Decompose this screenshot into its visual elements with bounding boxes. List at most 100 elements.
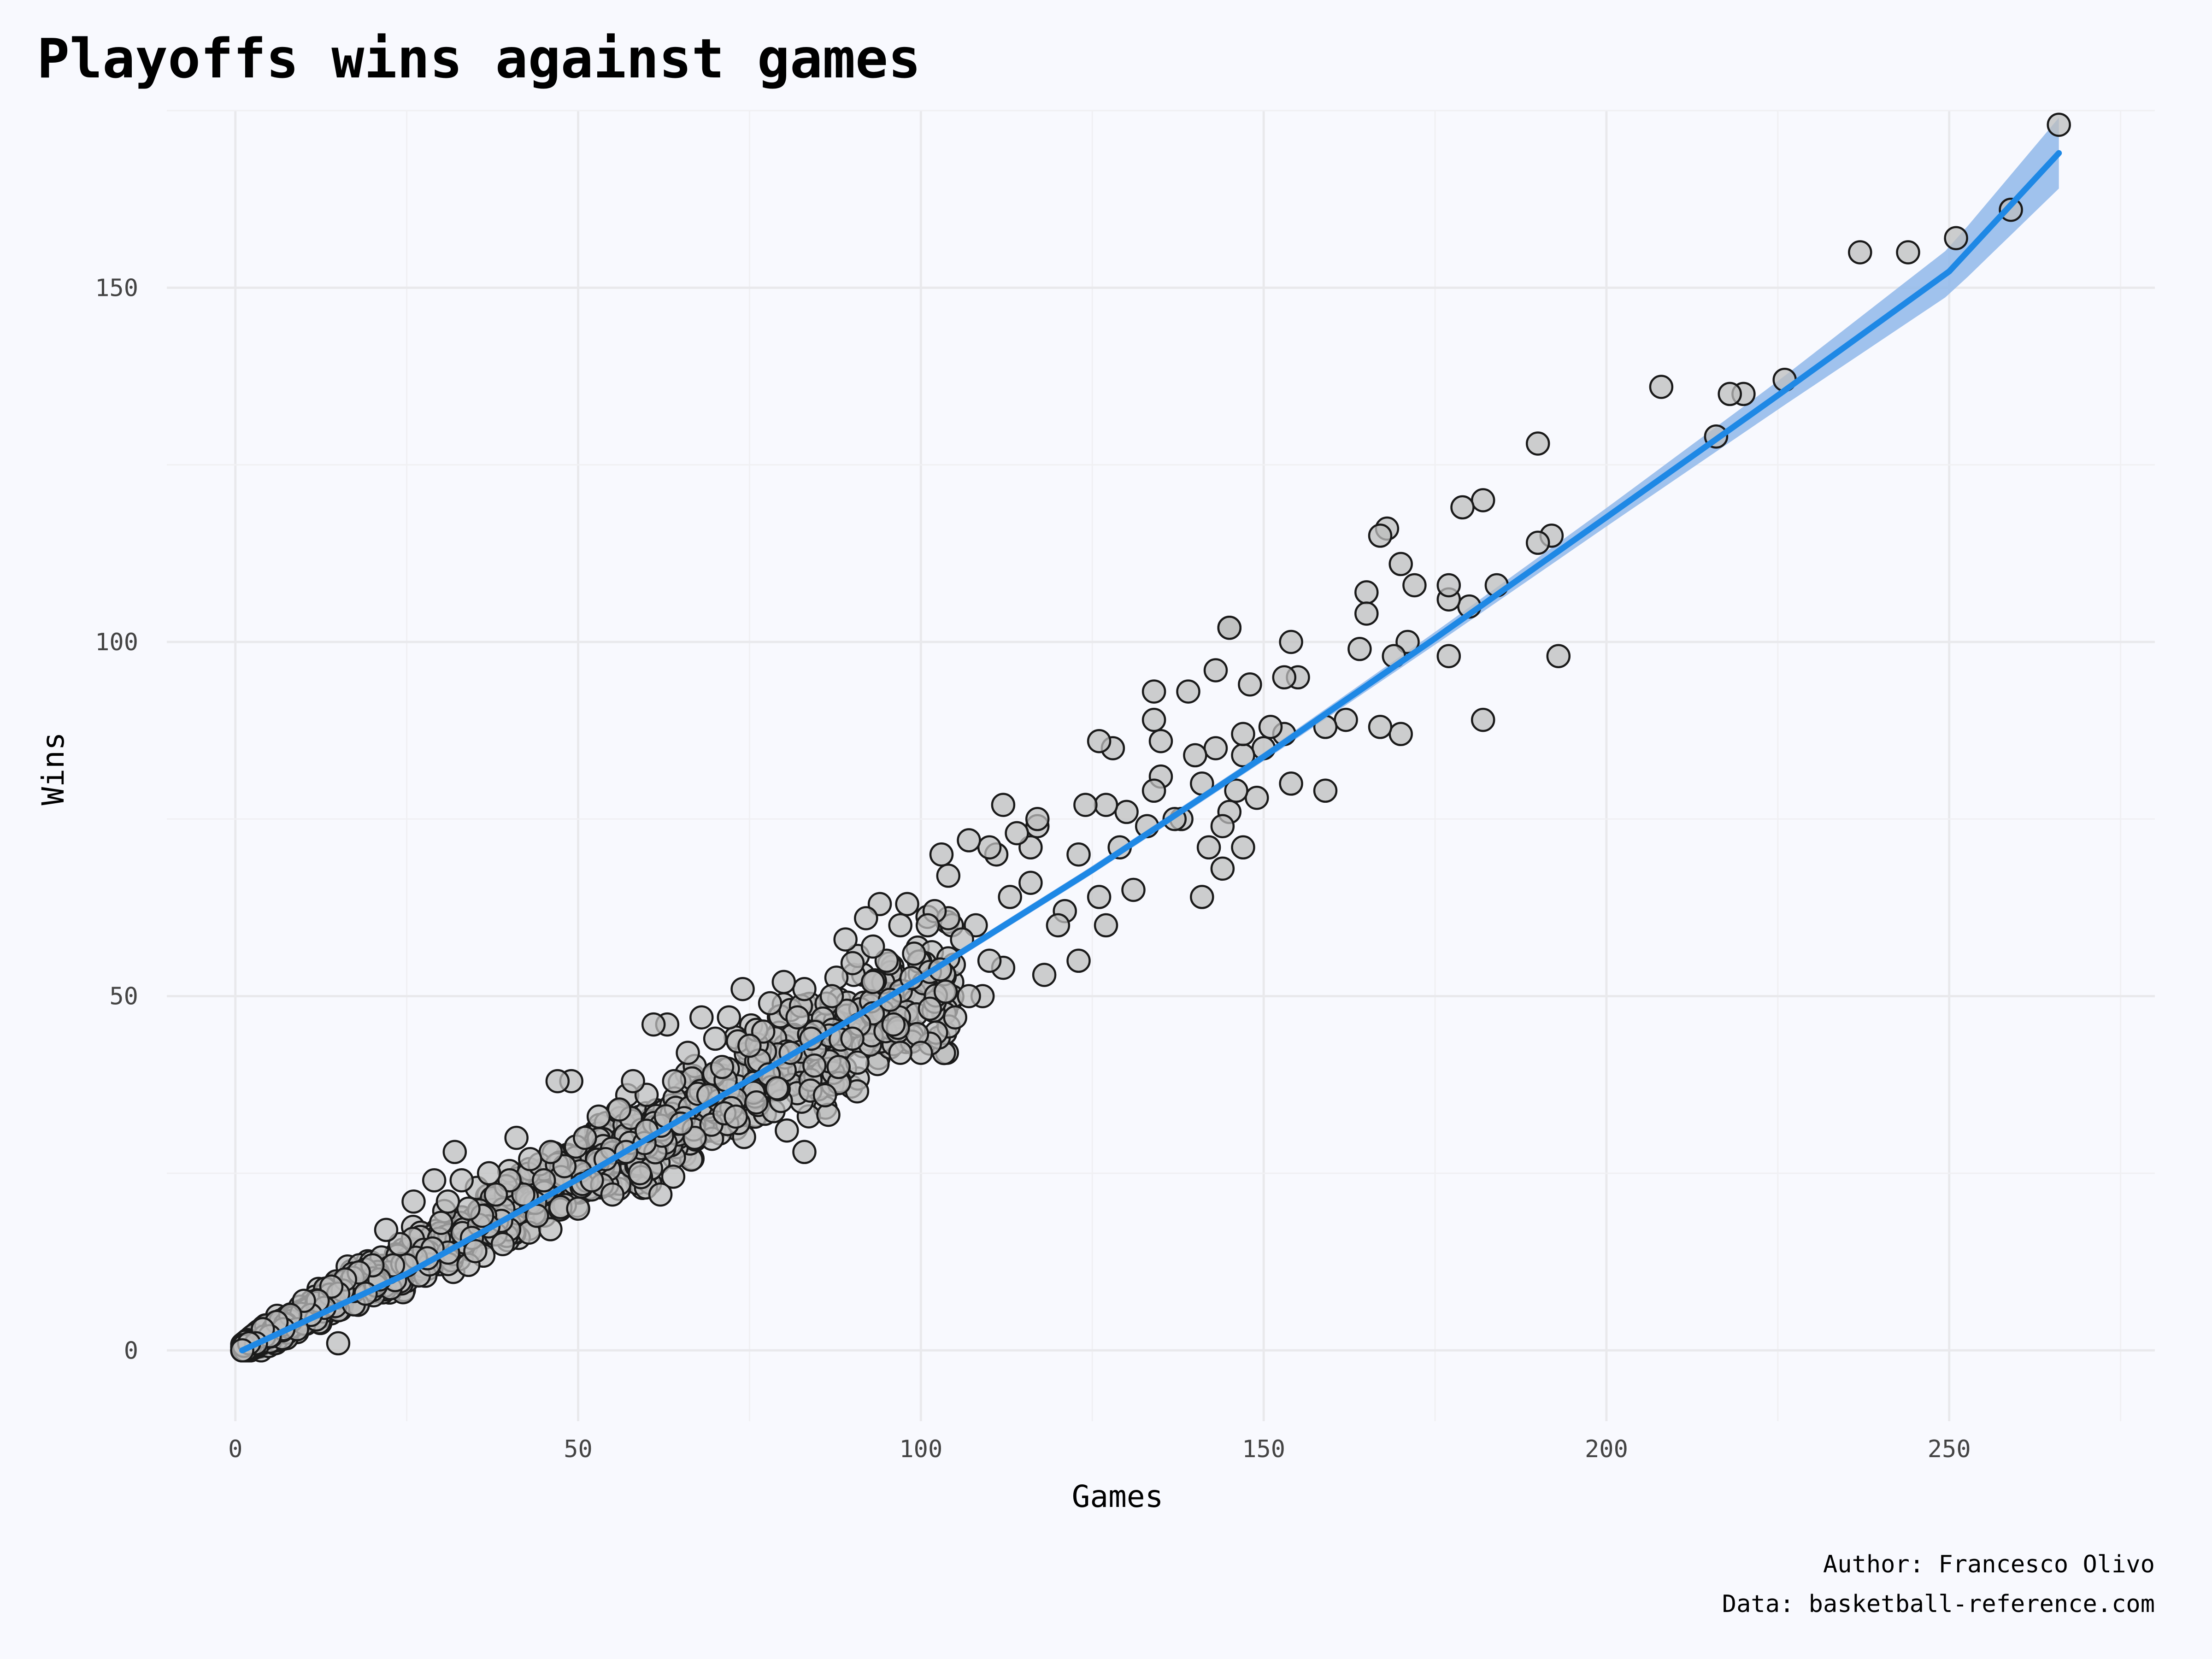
data-point [1190,885,1214,909]
data-point [1402,573,1427,598]
y-tick-label: 50 [109,983,138,1011]
data-point [1121,877,1146,902]
data-point [538,1140,563,1165]
data-point [442,1140,467,1165]
data-point [504,1125,529,1150]
x-axis-label: Games [1072,1479,1164,1514]
data-point [703,1026,728,1051]
data-point [422,1168,447,1193]
data-point [429,1211,453,1235]
data-point [1347,637,1372,661]
data-point [816,1102,841,1127]
data-point [860,970,885,994]
data-point [1066,842,1091,867]
data-point [724,1104,748,1129]
data-point [607,1097,632,1122]
data-point [812,1083,837,1108]
data-point [895,892,919,917]
data-point [1066,948,1091,973]
data-point [1718,382,1742,406]
data-point [933,979,958,1004]
data-point [1436,644,1461,668]
y-tick-label: 150 [95,274,138,302]
data-point [1018,871,1043,895]
y-tick-label: 100 [95,629,138,656]
data-point [1848,240,1872,265]
data-point [1094,913,1118,938]
data-point [586,1104,611,1129]
data-point [1471,707,1495,732]
data-point [840,951,865,976]
data-point [710,1055,735,1079]
data-point [1087,729,1112,753]
data-point [661,1165,686,1189]
data-point [802,1053,827,1078]
data-point [1073,793,1098,817]
data-point [998,885,1022,909]
data-point [1546,644,1571,668]
data-point [1279,629,1303,654]
data-point [957,828,981,853]
chart-title: Playoffs wins against games [37,27,921,90]
source-caption: Data: basketball-reference.com [1722,1590,2155,1618]
data-point [792,977,817,1001]
data-point [737,1033,762,1058]
data-point [621,1069,645,1094]
x-tick-label: 250 [1928,1435,1971,1463]
author-caption: Author: Francesco Olivo [1823,1551,2155,1578]
data-point [1141,707,1166,732]
data-point [1450,495,1475,520]
data-point [545,1069,570,1094]
data-point [600,1182,625,1207]
data-point [1649,375,1674,399]
data-point [915,913,940,938]
y-axis-ticks: 0 50 100 150 [95,274,138,1365]
data-point [449,1168,474,1193]
data-point [819,984,844,1008]
x-tick-label: 50 [564,1435,593,1463]
data-point [1141,679,1166,704]
x-axis-ticks: 0 50 100 150 200 250 [228,1435,1971,1463]
data-point [1245,785,1269,810]
data-point [902,941,926,966]
data-point [1436,573,1461,598]
data-point [785,1005,810,1030]
data-point [1279,771,1303,796]
data-point [771,970,796,994]
data-point [648,1182,673,1207]
data-point [1032,963,1057,987]
y-tick-label: 0 [124,1337,138,1365]
data-point [1354,580,1379,605]
data-point [1183,743,1207,768]
data-point [792,1140,817,1165]
data-point [1141,778,1166,803]
data-point [641,1012,666,1037]
data-point [1224,778,1248,803]
data-point [1388,552,1413,577]
data-point [1944,226,1968,250]
data-point [1525,431,1550,456]
data-point [1210,856,1235,881]
y-axis-label: Wins [35,732,71,806]
data-point [1087,885,1112,909]
data-point [881,1012,906,1037]
data-point [326,1331,351,1356]
data-point [1368,524,1393,548]
data-point [1388,722,1413,747]
x-tick-label: 150 [1242,1435,1285,1463]
data-point [662,1069,687,1094]
x-tick-label: 200 [1585,1435,1628,1463]
data-point [1896,240,1920,265]
data-point [1203,658,1228,682]
data-point [490,1232,515,1256]
data-point [1334,707,1358,732]
data-point [1025,807,1050,831]
data-point [765,1076,789,1100]
data-point [1272,665,1297,690]
data-point [456,1196,481,1221]
data-point [566,1196,590,1221]
data-point [918,996,942,1021]
data-point [1005,821,1029,846]
